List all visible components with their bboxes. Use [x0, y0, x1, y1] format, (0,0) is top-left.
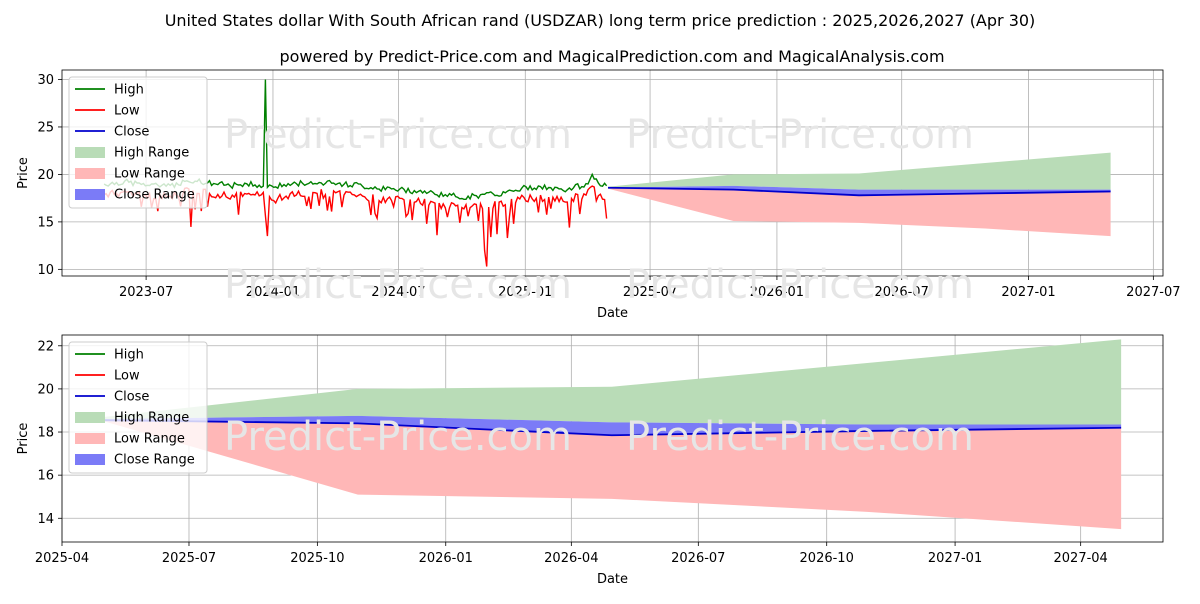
- x-tick-label: 2025-04: [35, 551, 89, 566]
- x-tick-label: 2024-07: [371, 285, 425, 300]
- legend-label-high-range: High Range: [114, 411, 189, 426]
- x-tick-label: 2023-07: [119, 285, 173, 300]
- legend-swatch-close-range: [75, 189, 105, 200]
- y-tick-label: 30: [37, 73, 54, 88]
- x-tick-label: 2025-07: [162, 551, 216, 566]
- plot-frame: [61, 69, 1164, 277]
- low-range-band: [103, 421, 1122, 530]
- x-tick-label: 2026-07: [671, 551, 725, 566]
- x-tick-label: 2024-01: [246, 285, 300, 300]
- legend-label-high: High: [114, 348, 144, 363]
- legend-label-close: Close: [114, 125, 149, 140]
- legend-label-low-range: Low Range: [114, 167, 185, 182]
- x-tick-label: 2027-07: [1126, 285, 1180, 300]
- x-tick-label: 2027-01: [928, 551, 982, 566]
- y-tick-label: 15: [37, 215, 54, 230]
- watermark-left: Predict-Price.com: [224, 262, 572, 308]
- close-series-line: [608, 186, 1111, 197]
- panel-bottom: 2025-04 2025-07 2025-10 2026-01 2026-04 2026-…: [16, 334, 1164, 587]
- y-tick-label: 22: [37, 339, 54, 354]
- legend-label-close-range: Close Range: [114, 453, 195, 468]
- watermark-left: Predict-Price.com: [224, 414, 572, 460]
- panel-top: 2023-07 2024-01 2024-07 2025-01 2025-07 2026-…: [16, 69, 1181, 321]
- y-axis-label: Price: [16, 157, 31, 189]
- legend: High Low Close High Range Low Range Close Ran…: [68, 76, 208, 209]
- x-tick-label: 2025-01: [498, 285, 552, 300]
- y-tick-label: 18: [37, 426, 54, 441]
- legend-swatch-close-range: [75, 454, 105, 465]
- legend-label-high: High: [114, 83, 144, 98]
- y-tick-label: 10: [37, 263, 54, 278]
- watermark-left: Predict-Price.com: [224, 112, 572, 158]
- y-axis-label: Price: [16, 423, 31, 455]
- close-series-line: [103, 419, 1122, 437]
- y-tick-label: 20: [37, 168, 54, 183]
- x-tick-label: 2027-04: [1054, 551, 1108, 566]
- plot-frame: [61, 334, 1164, 543]
- y-tick-label: 25: [37, 120, 54, 135]
- legend-swatch-high-range: [75, 147, 105, 158]
- x-tick-label: 2026-10: [800, 551, 854, 566]
- legend-label-close: Close: [114, 390, 149, 405]
- x-axis-label: Date: [597, 572, 628, 587]
- chart-title: United States dollar With South African …: [165, 11, 1036, 30]
- y-tick-label: 16: [37, 469, 54, 484]
- x-axis-label: Date: [597, 306, 628, 321]
- high-range-band: [103, 339, 1122, 425]
- x-tick-label: 2026-04: [544, 551, 598, 566]
- legend-label-high-range: High Range: [114, 146, 189, 161]
- x-tick-label: 2026-01: [750, 285, 804, 300]
- x-tick-label: 2025-07: [623, 285, 677, 300]
- legend-swatch-high-range: [75, 412, 105, 423]
- plot-area: [103, 339, 1122, 530]
- chart-subtitle: powered by Predict-Price.com and Magical…: [279, 47, 944, 66]
- x-tick-label: 2025-10: [290, 551, 344, 566]
- high-range-band: [608, 152, 1111, 190]
- y-tick-label: 14: [37, 512, 54, 527]
- plot-area: [103, 79, 1111, 267]
- legend-label-close-range: Close Range: [114, 188, 195, 203]
- legend-label-low: Low: [114, 104, 140, 119]
- x-tick-label: 2026-01: [419, 551, 473, 566]
- y-tick-label: 20: [37, 382, 54, 397]
- low-range-band: [608, 187, 1111, 237]
- legend: High Low Close High Range Low Range Close Ran…: [68, 341, 208, 474]
- legend-label-low-range: Low Range: [114, 432, 185, 447]
- legend-swatch-low-range: [75, 168, 105, 179]
- watermark-right: Predict-Price.com: [626, 112, 974, 158]
- x-tick-label: 2027-01: [1001, 285, 1055, 300]
- watermark-right: Predict-Price.com: [626, 262, 974, 308]
- legend-label-low: Low: [114, 369, 140, 384]
- watermark-right: Predict-Price.com: [626, 414, 974, 460]
- x-tick-label: 2026-07: [875, 285, 929, 300]
- legend-swatch-low-range: [75, 433, 105, 444]
